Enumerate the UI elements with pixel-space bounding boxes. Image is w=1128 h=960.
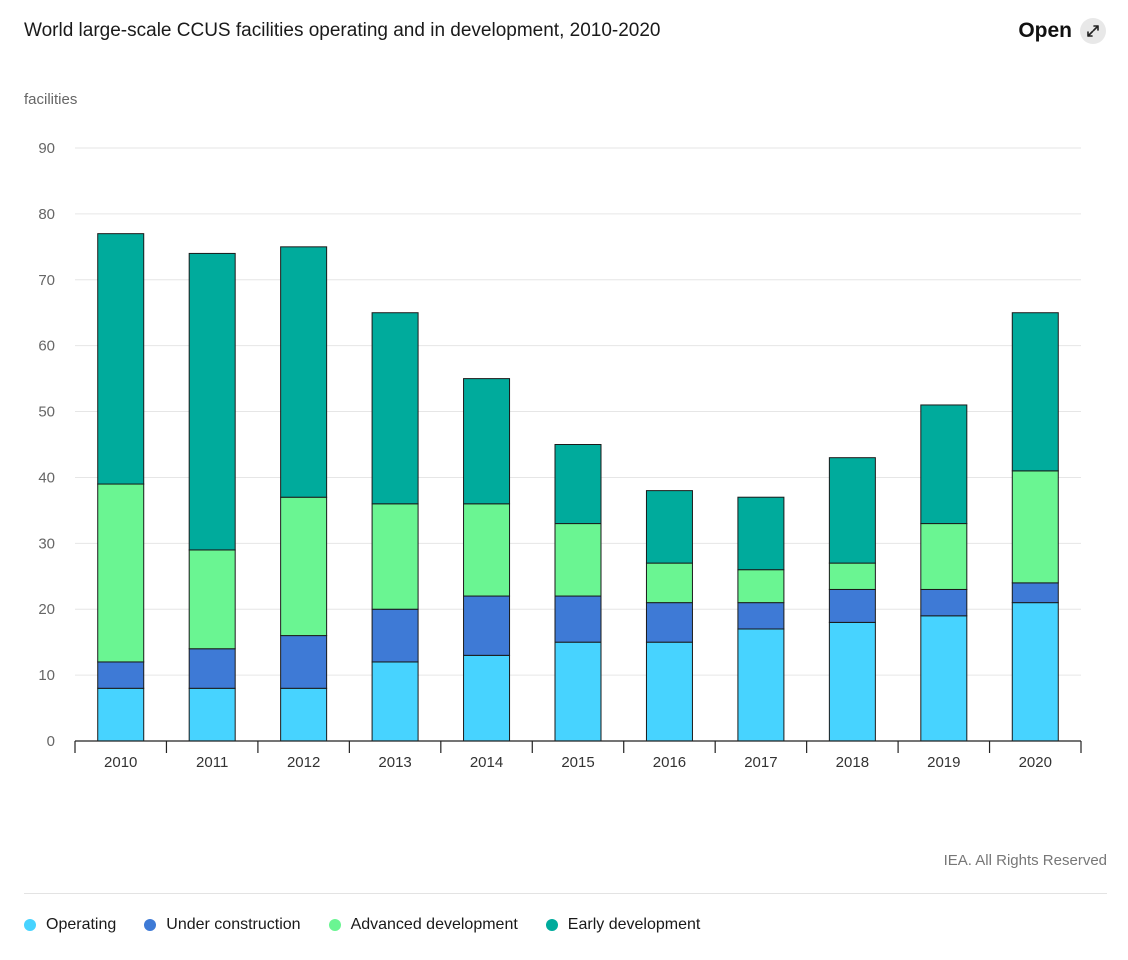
bar-segment-operating-2011[interactable] xyxy=(188,687,236,742)
credit-text: IEA. All Rights Reserved xyxy=(943,852,1107,869)
bar-segment-early-development-2020[interactable] xyxy=(1011,312,1059,472)
bar-segment-advanced-development-2012[interactable] xyxy=(280,496,328,637)
bar-segment-under-construction-2019[interactable] xyxy=(920,588,968,617)
y-tick-label: 60 xyxy=(38,338,55,355)
y-tick-label: 90 xyxy=(38,140,55,157)
bar-segment-early-development-2017[interactable] xyxy=(737,496,785,571)
bar-segment-under-construction-2018[interactable] xyxy=(828,588,876,623)
bar-segment-under-construction-2015[interactable] xyxy=(554,595,602,643)
bar-segment-early-development-2011[interactable] xyxy=(188,252,236,551)
legend-dot-icon xyxy=(144,919,157,931)
y-axis-ticks: 0 10 20 30 40 50 60 70 80 90 xyxy=(38,140,55,750)
bar-segment-advanced-development-2020[interactable] xyxy=(1011,470,1059,584)
y-tick-label: 10 xyxy=(38,667,55,684)
bar-segment-advanced-development-2013[interactable] xyxy=(371,503,419,610)
bar-segment-operating-2017[interactable] xyxy=(737,628,785,742)
bar-segment-operating-2010[interactable] xyxy=(97,687,145,742)
bar-segment-operating-2013[interactable] xyxy=(371,661,419,742)
x-tick-label: 2020 xyxy=(1019,754,1052,771)
legend-label: Under construction xyxy=(166,916,301,933)
x-tick-label: 2019 xyxy=(927,754,960,771)
legend-divider xyxy=(24,893,1107,894)
legend-item-operating[interactable]: Operating xyxy=(24,916,116,934)
y-tick-label: 50 xyxy=(38,404,55,421)
legend-item-early-development[interactable]: Early development xyxy=(545,916,701,934)
bar-segment-early-development-2012[interactable] xyxy=(280,246,328,498)
open-label: Open xyxy=(1018,19,1072,42)
bar-segment-under-construction-2020[interactable] xyxy=(1011,582,1059,604)
bar-segment-operating-2014[interactable] xyxy=(463,654,511,742)
chart-title: World large-scale CCUS facilities operat… xyxy=(24,20,661,41)
bar-segment-operating-2016[interactable] xyxy=(645,641,693,742)
legend: Operating Under construction Advanced de… xyxy=(24,916,700,934)
bar-segment-under-construction-2017[interactable] xyxy=(737,602,785,630)
bar-segment-advanced-development-2018[interactable] xyxy=(828,562,876,590)
y-tick-label: 70 xyxy=(38,272,55,289)
x-axis: 2010 2011 2012 2013 2014 2015 2016 2017 2018 2019… xyxy=(74,740,1082,771)
legend-label: Early development xyxy=(567,916,701,933)
bar-segment-under-construction-2011[interactable] xyxy=(188,648,236,689)
bar-segment-operating-2020[interactable] xyxy=(1011,602,1059,742)
bar-segment-early-development-2014[interactable] xyxy=(463,378,511,505)
y-tick-label: 0 xyxy=(47,733,55,750)
legend-label: Operating xyxy=(46,916,117,933)
bar-segment-advanced-development-2014[interactable] xyxy=(463,503,511,597)
x-tick-label: 2015 xyxy=(561,754,594,771)
bar-segment-advanced-development-2016[interactable] xyxy=(645,562,693,604)
expand-arrows-icon xyxy=(1080,18,1106,44)
bar-segment-early-development-2019[interactable] xyxy=(920,404,968,525)
bar-segment-early-development-2015[interactable] xyxy=(554,444,602,525)
bar-segment-operating-2015[interactable] xyxy=(554,641,602,742)
bar-segment-early-development-2018[interactable] xyxy=(828,457,876,564)
bar-segment-under-construction-2013[interactable] xyxy=(371,608,419,663)
legend-dot-icon xyxy=(328,919,341,931)
x-tick-label: 2013 xyxy=(378,754,411,771)
bar-segment-under-construction-2016[interactable] xyxy=(645,602,693,643)
bar-segment-operating-2012[interactable] xyxy=(280,687,328,742)
bar-segment-early-development-2010[interactable] xyxy=(97,233,145,485)
x-tick-label: 2012 xyxy=(287,754,320,771)
bars xyxy=(97,233,1059,742)
legend-item-under-construction[interactable]: Under construction xyxy=(144,916,301,934)
y-tick-label: 20 xyxy=(38,601,55,618)
bar-segment-under-construction-2010[interactable] xyxy=(97,661,145,689)
stacked-bar-chart: 0 10 20 30 40 50 60 70 80 90 2010 2011 2012 2013 2014… xyxy=(38,140,1082,771)
legend-dot-icon xyxy=(24,919,36,931)
bar-segment-under-construction-2014[interactable] xyxy=(463,595,511,656)
bar-segment-operating-2019[interactable] xyxy=(920,615,968,742)
y-axis-unit-label: facilities xyxy=(24,91,78,108)
x-tick-label: 2010 xyxy=(104,754,137,771)
bar-segment-advanced-development-2017[interactable] xyxy=(737,569,785,604)
y-tick-label: 80 xyxy=(38,206,55,223)
x-tick-label: 2011 xyxy=(196,754,228,771)
bar-segment-advanced-development-2010[interactable] xyxy=(97,483,145,663)
bar-segment-operating-2018[interactable] xyxy=(828,621,876,742)
x-tick-label: 2018 xyxy=(836,754,869,771)
legend-item-advanced-development[interactable]: Advanced development xyxy=(328,916,518,934)
legend-dot-icon xyxy=(545,919,558,931)
open-button[interactable]: Open xyxy=(1018,18,1106,44)
bar-segment-advanced-development-2015[interactable] xyxy=(554,523,602,597)
bar-segment-early-development-2013[interactable] xyxy=(371,312,419,505)
legend-label: Advanced development xyxy=(350,916,518,933)
y-tick-label: 40 xyxy=(38,469,55,486)
x-tick-label: 2017 xyxy=(744,754,777,771)
bar-segment-early-development-2016[interactable] xyxy=(645,490,693,564)
bar-segment-under-construction-2012[interactable] xyxy=(280,635,328,689)
bar-segment-advanced-development-2019[interactable] xyxy=(920,523,968,590)
y-tick-label: 30 xyxy=(38,535,55,552)
x-tick-label: 2014 xyxy=(470,754,503,771)
x-tick-label: 2016 xyxy=(653,754,686,771)
bar-segment-advanced-development-2011[interactable] xyxy=(188,549,236,650)
